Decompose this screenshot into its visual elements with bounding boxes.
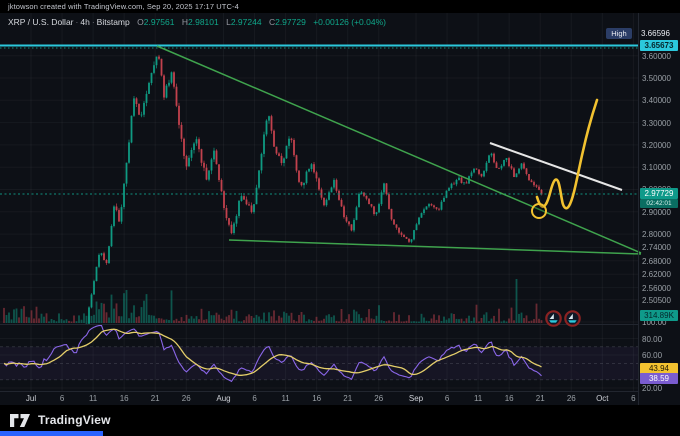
- lower-trendline: [228, 239, 642, 255]
- yellow-projection-arrow: [535, 98, 599, 210]
- price-tick-label: 2.90000: [642, 207, 671, 217]
- period-high-value: 3.66596: [641, 29, 670, 38]
- time-tick-label: Sep: [408, 394, 424, 403]
- price-tick-label: 3.50000: [642, 73, 671, 83]
- time-tick-label: Jul: [25, 394, 37, 403]
- price-tick-label: 2.74000: [642, 243, 671, 253]
- price-tick-label: 3.30000: [642, 118, 671, 128]
- time-tick-label: 11: [473, 394, 483, 403]
- time-tick-label: 26: [374, 394, 384, 403]
- yellow-circle-annotation: [531, 203, 547, 219]
- price-tick-label: 2.50500: [642, 295, 671, 305]
- boat-sticker-icon[interactable]: [564, 310, 581, 327]
- close-value: 2.97729: [275, 17, 306, 27]
- price-axis-divider: [638, 13, 639, 405]
- symbol-legend[interactable]: XRP / U.S. Dollar · 4h · Bitstamp O2.97561 H…: [8, 17, 386, 27]
- rsi-tick-label: 80.00: [642, 334, 663, 344]
- attribution-text: jktowson created with TradingView.com, S…: [8, 2, 239, 11]
- time-tick-label: 6: [59, 394, 65, 403]
- candlestick-series: [85, 54, 543, 324]
- indicator-pane-separator[interactable]: [0, 324, 639, 325]
- time-tick-label: 6: [252, 394, 257, 403]
- interval-label[interactable]: 4h: [80, 17, 90, 27]
- high-label: H: [181, 17, 188, 27]
- tradingview-logo[interactable]: TradingView: [10, 413, 111, 427]
- time-tick-label: 6: [444, 394, 450, 403]
- time-axis-separator: [0, 391, 639, 392]
- price-tick-label: 2.62000: [642, 270, 671, 280]
- bottom-blue-strip: [0, 431, 103, 436]
- time-tick-label: 6: [631, 394, 636, 403]
- price-tick-label: 2.56000: [642, 283, 671, 293]
- price-tick-label: 3.60000: [642, 51, 671, 61]
- attribution-bar: jktowson created with TradingView.com, S…: [0, 0, 680, 13]
- price-tick-label: 2.68000: [642, 256, 671, 266]
- footer-bar: TradingView: [0, 405, 680, 436]
- rsi-line: [3, 325, 542, 383]
- high-line-price-badge: 3.65673: [640, 40, 678, 51]
- rsi-tick-label: 20.00: [642, 384, 663, 393]
- price-tick-label: 3.20000: [642, 140, 671, 150]
- low-label: L: [226, 17, 231, 27]
- rsi-ma-line: [3, 328, 542, 376]
- time-tick-label: Oct: [596, 394, 609, 403]
- symbol-title[interactable]: XRP / U.S. Dollar: [8, 17, 74, 27]
- time-tick-label: 21: [535, 394, 545, 403]
- rsi-tick-label: 100.00: [642, 318, 667, 327]
- volume-series: [3, 279, 543, 323]
- price-tick-label: 3.40000: [642, 96, 671, 106]
- price-tick-label: 2.80000: [642, 230, 671, 240]
- tradingview-logo-icon: [10, 413, 30, 427]
- time-tick-label: 11: [281, 394, 290, 403]
- last-price-badge: 2.97729: [640, 188, 678, 199]
- white-trendline: [489, 142, 623, 191]
- low-value: 2.97244: [230, 17, 262, 27]
- time-tick-label: 26: [566, 394, 576, 403]
- high-value: 2.98101: [188, 17, 219, 27]
- rsi-value-badge: 38.59: [640, 373, 678, 384]
- close-label: C: [268, 17, 276, 27]
- change-value: +0.00126 (+0.04%): [313, 17, 386, 27]
- upper-trendline: [156, 45, 642, 254]
- high-label-chip: High: [606, 28, 632, 39]
- rsi-tick-label: 60.00: [642, 351, 663, 360]
- volume-badge: 314.89K: [640, 310, 678, 321]
- time-tick-label: 11: [88, 394, 98, 403]
- time-tick-label: Aug: [216, 394, 231, 403]
- open-value: 2.97561: [143, 17, 175, 27]
- price-tick-label: 3.10000: [642, 163, 671, 173]
- boat-sticker-icon[interactable]: [545, 310, 562, 327]
- time-tick-label: 16: [119, 394, 129, 403]
- chart-stickers[interactable]: [545, 310, 581, 327]
- open-label: O: [137, 17, 144, 27]
- tradingview-brand-text: TradingView: [38, 413, 111, 427]
- bar-countdown-badge: 02:42:01: [640, 199, 678, 208]
- time-tick-label: 21: [150, 394, 160, 403]
- time-tick-label: 16: [504, 394, 514, 403]
- rsi-ma-value-badge: 43.94: [640, 363, 678, 374]
- exchange-label[interactable]: Bitstamp: [96, 17, 130, 27]
- time-tick-label: 21: [343, 394, 353, 403]
- time-tick-label: 16: [312, 394, 322, 403]
- time-tick-label: 26: [181, 394, 191, 403]
